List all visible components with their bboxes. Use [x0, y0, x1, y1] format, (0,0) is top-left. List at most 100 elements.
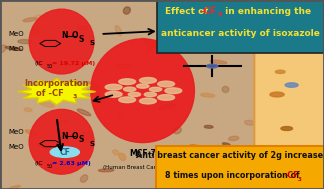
- Text: 50: 50: [47, 164, 53, 169]
- Ellipse shape: [189, 145, 199, 150]
- Ellipse shape: [119, 153, 126, 161]
- Ellipse shape: [123, 7, 130, 14]
- FancyBboxPatch shape: [157, 0, 324, 53]
- Text: S: S: [78, 135, 84, 144]
- Text: S: S: [78, 35, 84, 44]
- Text: Effect of: Effect of: [165, 7, 212, 16]
- Ellipse shape: [77, 109, 91, 116]
- Ellipse shape: [247, 163, 265, 167]
- Text: MeO: MeO: [8, 46, 24, 52]
- Ellipse shape: [300, 57, 307, 65]
- Ellipse shape: [39, 101, 54, 107]
- Ellipse shape: [309, 6, 322, 10]
- Ellipse shape: [128, 92, 141, 97]
- Ellipse shape: [115, 26, 122, 36]
- Ellipse shape: [113, 150, 119, 155]
- Text: of -CF: of -CF: [36, 89, 64, 98]
- Ellipse shape: [307, 57, 312, 62]
- Text: (Human Breast Cancer Cells): (Human Breast Cancer Cells): [103, 165, 182, 170]
- Ellipse shape: [288, 149, 301, 154]
- Ellipse shape: [293, 127, 313, 131]
- Text: anticancer activity of isoxazole: anticancer activity of isoxazole: [161, 29, 320, 38]
- Ellipse shape: [116, 64, 132, 68]
- Ellipse shape: [105, 91, 122, 97]
- Ellipse shape: [245, 120, 255, 125]
- Ellipse shape: [56, 120, 69, 124]
- Text: MeO: MeO: [8, 31, 24, 37]
- Ellipse shape: [270, 92, 284, 97]
- Ellipse shape: [119, 79, 135, 84]
- Ellipse shape: [144, 92, 156, 97]
- Ellipse shape: [91, 39, 194, 143]
- Ellipse shape: [263, 43, 269, 48]
- Ellipse shape: [277, 89, 288, 96]
- Ellipse shape: [141, 38, 157, 46]
- Ellipse shape: [66, 81, 77, 88]
- Text: N: N: [62, 31, 68, 40]
- Ellipse shape: [26, 91, 33, 95]
- Ellipse shape: [165, 176, 179, 185]
- Ellipse shape: [228, 136, 239, 141]
- Text: 3: 3: [218, 12, 223, 17]
- Ellipse shape: [222, 86, 229, 93]
- Ellipse shape: [257, 110, 270, 115]
- Text: S: S: [90, 40, 95, 46]
- Text: 8 times upon incorporation of: 8 times upon incorporation of: [165, 171, 303, 180]
- Ellipse shape: [158, 94, 175, 100]
- Ellipse shape: [119, 97, 135, 103]
- Ellipse shape: [105, 84, 122, 90]
- Ellipse shape: [23, 18, 37, 22]
- Ellipse shape: [290, 150, 297, 160]
- Text: -CF: -CF: [285, 171, 300, 180]
- Ellipse shape: [87, 89, 101, 94]
- Ellipse shape: [50, 147, 79, 157]
- Ellipse shape: [223, 143, 230, 146]
- Text: = 19.72 μM): = 19.72 μM): [52, 61, 95, 66]
- Ellipse shape: [82, 132, 95, 142]
- Ellipse shape: [29, 9, 94, 74]
- Ellipse shape: [285, 83, 298, 87]
- Ellipse shape: [77, 26, 88, 30]
- Text: S: S: [90, 141, 95, 147]
- FancyBboxPatch shape: [156, 146, 324, 189]
- Ellipse shape: [281, 127, 293, 130]
- Ellipse shape: [275, 70, 285, 74]
- Ellipse shape: [264, 167, 277, 174]
- Text: 3: 3: [297, 177, 301, 182]
- Ellipse shape: [37, 144, 49, 150]
- Text: = 2.63 μM): = 2.63 μM): [52, 161, 91, 166]
- Ellipse shape: [88, 82, 100, 90]
- Text: O: O: [71, 132, 78, 141]
- Text: MCF-7: MCF-7: [129, 149, 156, 158]
- Ellipse shape: [173, 127, 181, 134]
- Ellipse shape: [25, 130, 38, 135]
- Ellipse shape: [80, 175, 88, 182]
- Text: CF: CF: [59, 148, 70, 157]
- Text: 3: 3: [73, 94, 77, 99]
- Ellipse shape: [165, 88, 182, 94]
- Text: MeO: MeO: [8, 129, 24, 135]
- Text: MeO: MeO: [8, 144, 24, 150]
- Ellipse shape: [263, 183, 272, 189]
- Ellipse shape: [210, 60, 227, 64]
- Ellipse shape: [5, 46, 21, 50]
- Ellipse shape: [158, 81, 175, 87]
- Ellipse shape: [9, 185, 20, 189]
- Ellipse shape: [137, 84, 149, 88]
- Text: 50: 50: [47, 64, 53, 69]
- Ellipse shape: [204, 125, 213, 128]
- Text: (IC: (IC: [34, 61, 43, 66]
- Text: Anti breast cancer activity of 2g increased by: Anti breast cancer activity of 2g increa…: [136, 151, 324, 160]
- FancyBboxPatch shape: [254, 39, 324, 177]
- Text: –CF: –CF: [199, 7, 216, 16]
- Ellipse shape: [249, 7, 260, 11]
- Text: in enhancing the: in enhancing the: [222, 7, 311, 16]
- Ellipse shape: [24, 108, 32, 112]
- Ellipse shape: [149, 87, 162, 91]
- Ellipse shape: [139, 77, 156, 83]
- Ellipse shape: [0, 45, 6, 53]
- Polygon shape: [18, 78, 96, 105]
- Text: Incorporation: Incorporation: [24, 79, 89, 88]
- Ellipse shape: [118, 113, 123, 119]
- Ellipse shape: [201, 93, 214, 97]
